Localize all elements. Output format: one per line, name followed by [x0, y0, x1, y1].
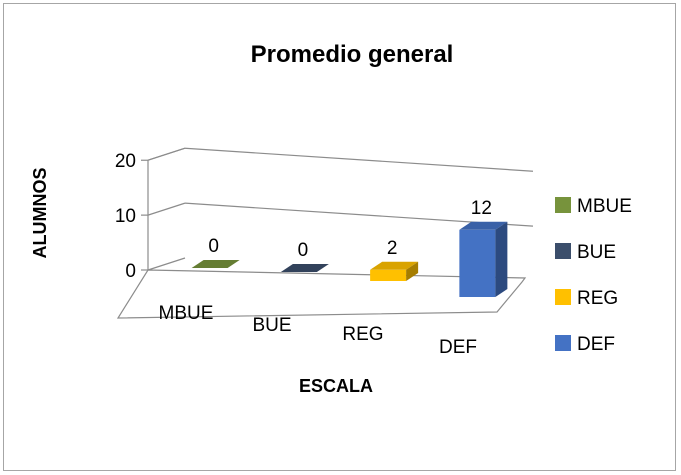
- legend-label-reg: REG: [577, 288, 618, 309]
- data-label-def: 12: [471, 198, 492, 219]
- chart-title: Promedio general: [251, 41, 454, 68]
- data-label-bue: 0: [298, 240, 309, 261]
- data-label-reg: 2: [387, 238, 398, 259]
- category-label-reg: REG: [342, 324, 383, 345]
- y-axis-title: ALUMNOS: [30, 168, 50, 259]
- category-labels: MBUE BUE REG DEF: [159, 303, 477, 358]
- legend-swatch-bue: [555, 243, 571, 259]
- chart-area: [3, 3, 676, 471]
- legend-swatch-def: [555, 335, 571, 351]
- bar-reg-front: [370, 269, 407, 281]
- x-axis-title: ESCALA: [299, 376, 373, 396]
- legend-swatch-reg: [555, 289, 571, 305]
- wall-bottom-edge: [147, 257, 186, 271]
- y-tick-label: 20: [115, 151, 136, 172]
- legend-label-mbue: MBUE: [577, 196, 632, 217]
- y-tick-labels: 0 10 20: [115, 151, 136, 282]
- gridline-depth: [147, 147, 186, 161]
- data-label-mbue: 0: [208, 236, 219, 257]
- bar-reg-side: [406, 261, 419, 281]
- legend-swatch-mbue: [555, 197, 571, 213]
- legend: MBUE BUE REG DEF: [555, 196, 632, 355]
- legend-label-def: DEF: [577, 334, 615, 355]
- bar-def-side: [495, 221, 508, 297]
- legend-label-bue: BUE: [577, 242, 616, 263]
- data-labels: 0 0 2 12: [208, 198, 492, 261]
- bar-def-front: [459, 229, 496, 297]
- bar-def-top: [459, 221, 508, 230]
- y-tick-label: 0: [125, 261, 136, 282]
- category-label-mbue: MBUE: [159, 303, 214, 324]
- category-label-bue: BUE: [252, 315, 291, 336]
- bar-bue-top: [280, 264, 329, 272]
- bar-reg-top: [370, 261, 419, 270]
- y-tick-label: 10: [115, 206, 136, 227]
- gridline-depth: [147, 202, 186, 216]
- gridline: [184, 147, 534, 172]
- bar-mbue-top: [191, 260, 240, 268]
- bars: [191, 221, 508, 297]
- category-label-def: DEF: [439, 337, 477, 358]
